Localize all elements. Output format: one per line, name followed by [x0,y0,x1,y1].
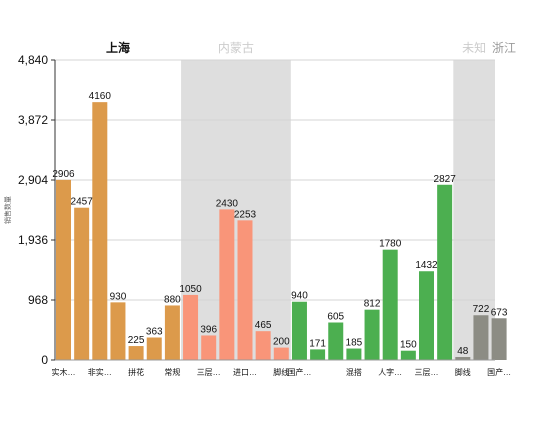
x-tick-label: 混搭 [346,367,362,377]
axis-layer: 0 968 1,936 2,904 3,872 4,840 实木… 非实… 拼花 常规 三层… 进口…… [18,53,511,377]
bar[interactable] [255,331,271,360]
data-label: 4160 [89,91,112,102]
x-tick-label: 脚线 [273,367,289,377]
x-tick-label: 常规 [164,367,180,377]
group-shade-3 [453,60,495,360]
x-tick-label: 三层… [415,368,439,377]
bar[interactable] [291,301,307,360]
x-tick-label: 人字… [378,367,402,377]
data-label: 1432 [415,260,438,271]
bar[interactable] [219,209,235,360]
bar[interactable] [56,179,71,360]
bar[interactable] [400,350,416,360]
bar[interactable] [382,249,398,360]
data-label: 465 [255,320,272,331]
x-tick-label: 国产… [287,367,311,377]
bar[interactable] [328,322,344,361]
bar[interactable] [237,220,253,360]
y-tick-label: 3,872 [18,113,48,127]
bar[interactable] [146,337,162,361]
bar[interactable] [92,102,108,361]
data-label: 171 [309,338,326,349]
group-header-3[interactable]: 未知 [462,41,486,55]
bar[interactable] [455,357,471,360]
data-label: 812 [364,299,381,310]
y-tick-label: 2,904 [18,173,48,187]
bar[interactable] [419,271,434,360]
data-label: 363 [146,327,163,338]
x-tick-label: 非实… [88,367,112,377]
data-label: 2457 [71,197,94,208]
bar[interactable] [346,348,362,360]
x-tick-label: 国产… [487,367,511,377]
x-tick-label: 进口… [233,368,257,377]
bar[interactable] [183,294,199,360]
bar[interactable] [128,346,144,360]
data-label: 880 [164,294,181,305]
data-label: 940 [291,291,308,302]
bar[interactable] [74,207,90,360]
data-label: 673 [491,307,508,318]
y-tick-label: 4,840 [18,53,48,67]
data-label: 2253 [234,209,257,220]
bar[interactable] [473,315,489,360]
x-tick-label: 脚线 [455,367,471,377]
y-tick-label: 1,936 [18,233,48,247]
bar[interactable] [491,318,507,360]
bar-layer [56,102,507,361]
x-tick-label: 拼花 [128,367,144,377]
data-label: 225 [128,335,145,346]
data-label: 1780 [379,239,402,250]
data-label: 2827 [434,174,457,185]
bar[interactable] [201,335,217,360]
bar[interactable] [364,309,380,360]
bar[interactable] [310,349,326,360]
data-label: 185 [346,338,363,349]
group-header-0[interactable]: 上海 [106,40,130,55]
data-label: 1050 [179,284,202,295]
bar[interactable] [437,184,453,360]
bar[interactable] [110,302,126,360]
data-label: 396 [200,324,217,335]
data-label: 200 [273,337,290,348]
data-label: 930 [110,291,127,302]
data-label: 605 [327,312,344,323]
group-header-extra[interactable]: 浙江 [492,41,516,55]
bar[interactable] [273,347,289,360]
group-shading-layer [181,60,495,360]
y-tick-label: 968 [28,293,48,307]
data-label: 722 [473,304,490,315]
x-tick-label: 三层… [197,368,221,377]
bar[interactable] [164,305,180,360]
data-label: 2430 [216,198,239,209]
data-label: 150 [400,340,417,351]
y-axis-title: 销售数量 [3,196,12,224]
x-tick-label: 实木… [52,367,76,377]
group-header-1[interactable]: 内蒙古 [218,40,254,55]
group-header-layer[interactable]: 上海 内蒙古 未知 浙江 [106,40,516,55]
data-label: 2906 [52,169,75,180]
data-label: 48 [457,346,469,357]
y-tick-label: 0 [41,353,48,367]
group-shade-1 [181,60,291,360]
